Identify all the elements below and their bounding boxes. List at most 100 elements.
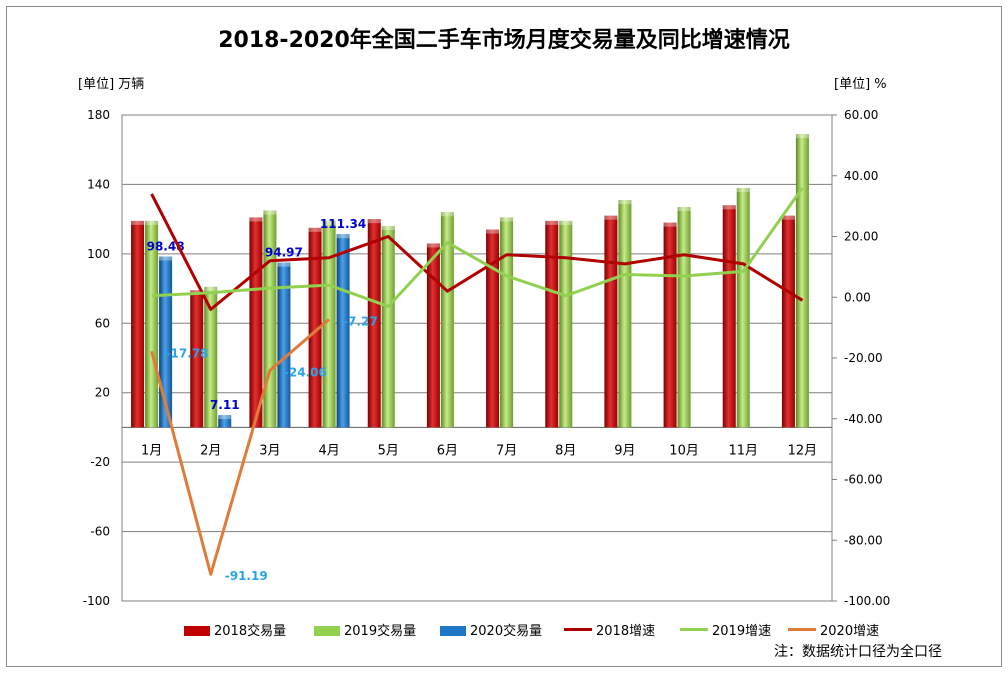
x-tick-label: 4月 bbox=[318, 443, 339, 458]
bar-2018 bbox=[781, 215, 795, 428]
bar-2020-value-label: 7.11 bbox=[210, 398, 240, 412]
bar-2019-top bbox=[263, 210, 277, 215]
bar-2020-top bbox=[336, 234, 350, 239]
bar-2019 bbox=[677, 206, 691, 428]
bar-2020-top bbox=[159, 256, 173, 261]
bar-2019-top bbox=[440, 212, 454, 217]
bar-2020 bbox=[159, 256, 173, 428]
legend-swatch-2018-volume bbox=[184, 626, 210, 636]
x-tick-label: 3月 bbox=[259, 443, 280, 458]
bar-2019 bbox=[500, 217, 514, 428]
bar-2020-value-label: 94.97 bbox=[265, 246, 303, 260]
bar-2018 bbox=[663, 222, 677, 428]
line-2020-value-label: -7.27 bbox=[343, 314, 378, 328]
bar-2018-top bbox=[486, 229, 500, 234]
bar-2018 bbox=[486, 229, 500, 428]
legend-label-2018-volume: 2018交易量 bbox=[214, 624, 287, 639]
bar-2018-top bbox=[604, 215, 618, 220]
x-tick-label: 7月 bbox=[496, 443, 517, 458]
line-2020-growth bbox=[150, 318, 331, 576]
bar-2020 bbox=[277, 262, 291, 428]
legend-swatch-2019-volume bbox=[314, 626, 340, 636]
bar-2018 bbox=[249, 217, 263, 428]
left-tick-label: -100 bbox=[83, 594, 110, 608]
bar-2020 bbox=[218, 415, 232, 428]
left-tick-label: 100 bbox=[87, 247, 110, 261]
footnote: 注：数据统计口径为全口径 bbox=[774, 644, 942, 660]
legend-label-2018-growth: 2018增速 bbox=[596, 624, 656, 639]
legend-swatch-2018-growth bbox=[564, 628, 592, 631]
legend-item-2020-growth: 2020增速 bbox=[788, 620, 879, 639]
bar-2019-top bbox=[381, 226, 395, 231]
legend-swatch-2020-growth bbox=[788, 628, 816, 631]
x-tick-label: 12月 bbox=[788, 443, 818, 458]
x-tick-label: 8月 bbox=[555, 443, 576, 458]
line-2020-value-label: -24.06 bbox=[284, 365, 327, 379]
bar-2019-top bbox=[500, 217, 514, 222]
bar-2020-top bbox=[218, 415, 232, 420]
legend-item-2019-volume: 2019交易量 bbox=[314, 620, 416, 639]
right-tick-label: 0.00 bbox=[844, 290, 871, 304]
bar-2019 bbox=[559, 220, 573, 428]
bar-2018-top bbox=[426, 243, 440, 248]
bar-2019-top bbox=[145, 220, 159, 225]
bar-2018-top bbox=[545, 220, 559, 225]
bar-2018 bbox=[131, 220, 145, 428]
bar-2018 bbox=[367, 219, 381, 428]
legend-item-2018-growth: 2018增速 bbox=[564, 620, 655, 639]
bar-2018-top bbox=[781, 215, 795, 220]
bar-2018-top bbox=[663, 222, 677, 227]
bar-2019-top bbox=[736, 187, 750, 192]
legend-label-2019-growth: 2019增速 bbox=[712, 624, 772, 639]
left-tick-label: 140 bbox=[87, 177, 110, 191]
right-tick-label: -80.00 bbox=[844, 533, 883, 547]
bar-2019-top bbox=[795, 134, 809, 139]
chart-title: 2018-2020年全国二手车市场月度交易量及同比增速情况 bbox=[218, 28, 790, 53]
bar-2019-top bbox=[618, 200, 632, 205]
legend-label-2020-growth: 2020增速 bbox=[820, 624, 880, 639]
bar-2019 bbox=[204, 286, 218, 428]
bar-2020-value-label: 111.34 bbox=[320, 217, 366, 231]
x-tick-label: 6月 bbox=[437, 443, 458, 458]
bar-2019-top bbox=[204, 286, 218, 291]
left-axis-unit: [单位] 万辆 bbox=[78, 77, 145, 92]
right-tick-label: -20.00 bbox=[844, 351, 883, 365]
bar-2018 bbox=[426, 243, 440, 428]
x-tick-label: 2月 bbox=[200, 443, 221, 458]
x-tick-label: 10月 bbox=[669, 443, 699, 458]
bar-2020-top bbox=[277, 262, 291, 267]
bar-2018 bbox=[604, 215, 618, 428]
legend-swatch-2020-volume bbox=[440, 626, 466, 636]
bar-2018-top bbox=[308, 227, 322, 232]
x-tick-label: 11月 bbox=[728, 443, 758, 458]
bar-2019-top bbox=[559, 220, 573, 225]
legend-item-2019-growth: 2019增速 bbox=[680, 620, 771, 639]
line-2020-value-label: -17.78 bbox=[166, 346, 209, 360]
right-tick-label: 60.00 bbox=[844, 108, 878, 122]
bar-2019 bbox=[440, 212, 454, 428]
legend-label-2019-volume: 2019交易量 bbox=[344, 624, 417, 639]
bar-2019 bbox=[145, 220, 159, 428]
bar-2018 bbox=[722, 205, 736, 428]
bar-2019 bbox=[381, 226, 395, 428]
legend-label-2020-volume: 2020交易量 bbox=[470, 624, 543, 639]
bar-2018-top bbox=[131, 220, 145, 225]
bar-2019-top bbox=[677, 206, 691, 211]
bar-2019 bbox=[322, 220, 336, 428]
bar-2019 bbox=[263, 210, 277, 428]
legend-item-2018-volume: 2018交易量 bbox=[184, 620, 286, 639]
x-tick-label: 1月 bbox=[141, 443, 162, 458]
right-tick-label: -100.00 bbox=[844, 594, 890, 608]
x-tick-label: 9月 bbox=[614, 443, 635, 458]
left-tick-label: -20 bbox=[90, 455, 110, 469]
right-tick-label: -40.00 bbox=[844, 412, 883, 426]
bar-2018-top bbox=[722, 205, 736, 210]
line-2018-growth bbox=[150, 193, 804, 311]
left-tick-label: 60 bbox=[95, 316, 110, 330]
left-tick-label: 20 bbox=[95, 386, 110, 400]
left-tick-label: 180 bbox=[87, 108, 110, 122]
bar-2018 bbox=[308, 227, 322, 428]
legend-swatch-2019-growth bbox=[680, 628, 708, 631]
line-2019-growth bbox=[151, 187, 804, 308]
